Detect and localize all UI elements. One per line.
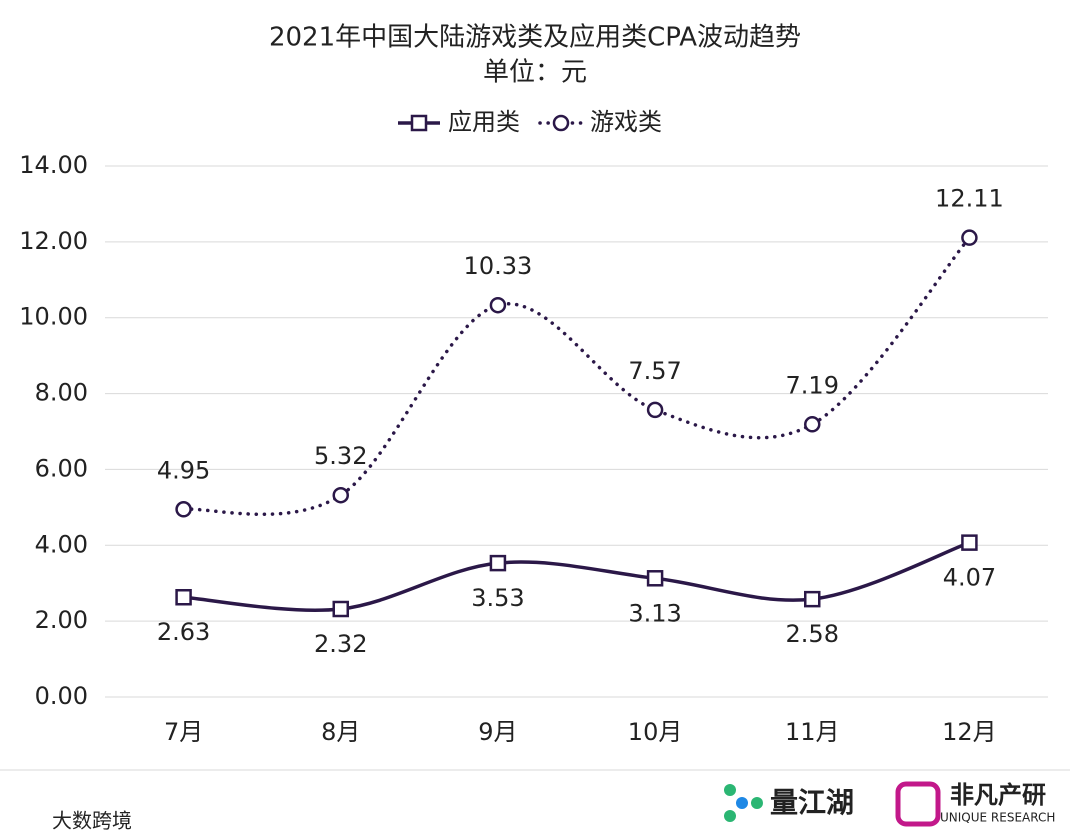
legend-label: 应用类	[448, 108, 520, 136]
point	[961, 534, 978, 551]
data-label: 3.53	[471, 584, 524, 612]
data-label: 2.58	[786, 620, 839, 648]
point	[804, 416, 821, 433]
brand-right-sub: UNIQUE RESEARCH	[940, 811, 1055, 825]
x-tick-label: 8月	[321, 718, 360, 746]
y-tick-label: 6.00	[35, 454, 88, 482]
data-label: 10.33	[464, 252, 533, 280]
point	[646, 570, 664, 587]
point	[489, 296, 507, 314]
point	[175, 588, 192, 606]
footer: 量江湖 非凡产研 UNIQUE RESEARCH 大数跨境	[52, 781, 1055, 833]
chart-subtitle: 单位：元	[483, 58, 587, 88]
y-tick-label: 4.00	[35, 530, 88, 558]
y-tick-label: 2.00	[35, 606, 88, 634]
data-label: 3.13	[628, 599, 681, 627]
legend-label: 游戏类	[590, 108, 662, 136]
x-tick-label: 9月	[478, 718, 517, 746]
x-tick-label: 7月	[164, 718, 203, 746]
data-label: 7.57	[628, 357, 681, 385]
data-label: 2.32	[314, 630, 367, 658]
logo-dot	[724, 784, 736, 796]
point	[332, 600, 349, 618]
legend-marker	[552, 114, 570, 132]
point	[961, 229, 978, 246]
watermark: 大数跨境	[52, 809, 132, 833]
y-tick-label: 12.00	[19, 227, 88, 255]
point	[646, 401, 664, 419]
point	[332, 486, 349, 504]
y-tick-label: 0.00	[35, 682, 88, 710]
x-tick-label: 12月	[942, 718, 997, 746]
x-tick-label: 10月	[628, 718, 683, 746]
logo-dot	[751, 797, 763, 809]
brand-right: 非凡产研	[950, 781, 1046, 809]
data-label: 4.07	[943, 564, 996, 592]
data-label: 7.19	[786, 371, 839, 399]
point	[804, 590, 821, 608]
chart-title: 2021年中国大陆游戏类及应用类CPA波动趋势	[269, 23, 801, 53]
data-label: 5.32	[314, 442, 367, 470]
logo-dot	[736, 797, 748, 809]
y-tick-label: 14.00	[19, 151, 88, 179]
series-line	[183, 540, 971, 613]
data-label: 12.11	[935, 185, 1004, 213]
point	[489, 554, 507, 572]
data-label: 2.63	[157, 618, 210, 646]
brand-left: 量江湖	[770, 786, 854, 819]
x-tick-label: 11月	[785, 718, 840, 746]
logo-dot	[724, 810, 736, 822]
y-tick-label: 8.00	[35, 379, 88, 407]
y-tick-label: 10.00	[19, 303, 88, 331]
series-line	[181, 235, 972, 517]
legend-marker	[410, 114, 428, 132]
data-label: 4.95	[157, 456, 210, 484]
logo-mark	[895, 781, 941, 827]
point	[175, 501, 192, 518]
